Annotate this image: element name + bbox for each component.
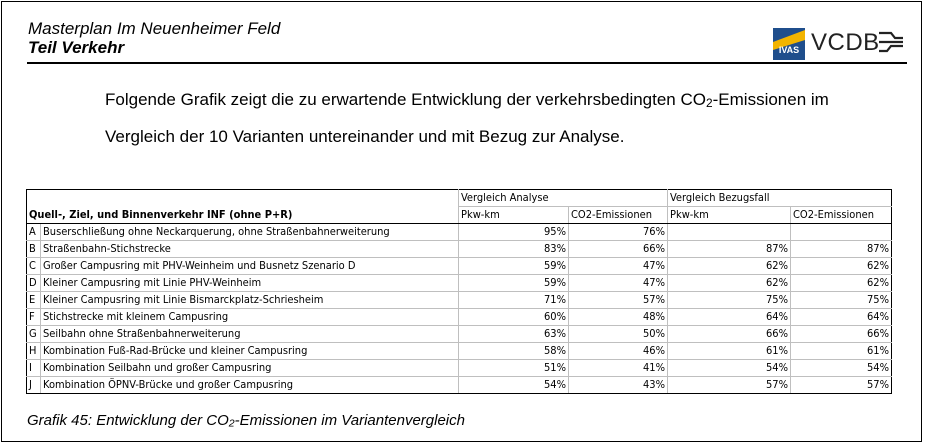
intro-paragraph: Folgende Grafik zeigt die zu erwartende …	[105, 90, 829, 146]
cell-pkw-bezugsfall: 61%	[667, 342, 791, 360]
table-row: G Seilbahn ohne Straßenbahnerweiterung 63%…	[26, 325, 892, 343]
vcdb-symbol-icon	[879, 31, 903, 53]
row-label: Kombination Fuß-Rad-Brücke und kleiner C…	[40, 342, 459, 360]
row-id: A	[26, 223, 41, 241]
cell-co2-bezugsfall: 87%	[790, 240, 892, 258]
cell-pkw-bezugsfall	[667, 223, 791, 241]
cell-co2-analyse: 43%	[568, 376, 668, 394]
col-header-co2-bezugsfall: CO2-Emissionen	[790, 206, 892, 224]
cell-co2-bezugsfall: 61%	[790, 342, 892, 360]
row-id: B	[26, 240, 41, 258]
cell-pkw-analyse: 95%	[458, 223, 569, 241]
row-label: Seilbahn ohne Straßenbahnerweiterung	[40, 325, 459, 343]
co2-comparison-table: Vergleich Analyse Vergleich Bezugsfall Q…	[26, 189, 892, 394]
cell-pkw-analyse: 51%	[458, 359, 569, 377]
row-id: C	[26, 257, 41, 275]
cell-pkw-bezugsfall: 57%	[667, 376, 791, 394]
cell-co2-analyse: 48%	[568, 308, 668, 326]
row-label: Kleiner Campusring mit Linie PHV-Weinhei…	[40, 274, 459, 292]
table-row: J Kombination ÖPNV-Brücke und großer Camp…	[26, 376, 892, 394]
col-header-co2-analyse: CO2-Emissionen	[568, 206, 668, 224]
header-rule	[27, 62, 907, 64]
cell-co2-analyse: 46%	[568, 342, 668, 360]
table-header-row-2: Quell-, Ziel, und Binnenverkehr INF (ohn…	[26, 206, 892, 224]
row-label: Kombination ÖPNV-Brücke und großer Campu…	[40, 376, 459, 394]
cell-co2-analyse: 47%	[568, 257, 668, 275]
row-label: Straßenbahn-Stichstrecke	[40, 240, 459, 258]
table-row: H Kombination Fuß-Rad-Brücke und kleiner …	[26, 342, 892, 360]
cell-co2-analyse: 50%	[568, 325, 668, 343]
row-id: G	[26, 325, 41, 343]
vcdb-logo: IVAS VCDB	[773, 24, 908, 60]
table-row: B Straßenbahn-Stichstrecke 83% 66% 87% 87%	[26, 240, 892, 258]
cell-pkw-analyse: 58%	[458, 342, 569, 360]
cell-co2-bezugsfall: 64%	[790, 308, 892, 326]
cell-co2-analyse: 41%	[568, 359, 668, 377]
table-header-row-1: Vergleich Analyse Vergleich Bezugsfall	[26, 189, 892, 207]
cell-pkw-bezugsfall: 54%	[667, 359, 791, 377]
table-row: I Kombination Seilbahn und großer Campusr…	[26, 359, 892, 377]
table-row: F Stichstrecke mit kleinem Campusring 60% 4…	[26, 308, 892, 326]
row-id: H	[26, 342, 41, 360]
cell-co2-analyse: 66%	[568, 240, 668, 258]
cell-pkw-analyse: 59%	[458, 257, 569, 275]
cell-pkw-bezugsfall: 75%	[667, 291, 791, 309]
cell-pkw-bezugsfall: 62%	[667, 257, 791, 275]
row-id: D	[26, 274, 41, 292]
cell-pkw-analyse: 83%	[458, 240, 569, 258]
cell-co2-bezugsfall	[790, 223, 892, 241]
row-id: I	[26, 359, 41, 377]
vcdb-logo-text: VCDB	[811, 29, 880, 56]
ivas-logo-text: IVAS	[778, 45, 800, 55]
document-subtitle: Teil Verkehr	[28, 38, 125, 57]
table-row: D Kleiner Campusring mit Linie PHV-Weinhe…	[26, 274, 892, 292]
cell-pkw-bezugsfall: 66%	[667, 325, 791, 343]
table-row: E Kleiner Campusring mit Linie Bismarckpl…	[26, 291, 892, 309]
cell-pkw-analyse: 71%	[458, 291, 569, 309]
row-label: Kleiner Campusring mit Linie Bismarckpla…	[40, 291, 459, 309]
row-id: F	[26, 308, 41, 326]
group-header-bezugsfall: Vergleich Bezugsfall	[667, 189, 892, 207]
row-header-label: Quell-, Ziel, und Binnenverkehr INF (ohn…	[26, 206, 459, 224]
document-title: Masterplan Im Neuenheimer Feld	[28, 19, 281, 38]
cell-pkw-bezugsfall: 62%	[667, 274, 791, 292]
cell-co2-analyse: 57%	[568, 291, 668, 309]
row-label: Buserschließung ohne Neckarquerung, ohne…	[40, 223, 459, 241]
cell-pkw-analyse: 60%	[458, 308, 569, 326]
col-header-pkw-analyse: Pkw-km	[458, 206, 569, 224]
cell-co2-bezugsfall: 66%	[790, 325, 892, 343]
cell-co2-analyse: 47%	[568, 274, 668, 292]
cell-co2-analyse: 76%	[568, 223, 668, 241]
row-id: J	[26, 376, 41, 394]
cell-co2-bezugsfall: 75%	[790, 291, 892, 309]
row-label: Kombination Seilbahn und großer Campusri…	[40, 359, 459, 377]
table-row: C Großer Campusring mit PHV-Weinheim und …	[26, 257, 892, 275]
row-label: Stichstrecke mit kleinem Campusring	[40, 308, 459, 326]
group-header-analyse: Vergleich Analyse	[458, 189, 668, 207]
col-header-pkw-bezugsfall: Pkw-km	[667, 206, 791, 224]
row-id: E	[26, 291, 41, 309]
cell-co2-bezugsfall: 62%	[790, 257, 892, 275]
cell-co2-bezugsfall: 62%	[790, 274, 892, 292]
ivas-logo-icon	[773, 28, 805, 60]
cell-pkw-analyse: 59%	[458, 274, 569, 292]
row-label: Großer Campusring mit PHV-Weinheim und B…	[40, 257, 459, 275]
figure-caption: Grafik 45: Entwicklung der CO2-Emissione…	[27, 412, 465, 430]
cell-co2-bezugsfall: 54%	[790, 359, 892, 377]
cell-pkw-bezugsfall: 87%	[667, 240, 791, 258]
table-row: A Buserschließung ohne Neckarquerung, ohn…	[26, 223, 892, 241]
cell-co2-bezugsfall: 57%	[790, 376, 892, 394]
cell-pkw-analyse: 54%	[458, 376, 569, 394]
cell-pkw-analyse: 63%	[458, 325, 569, 343]
cell-pkw-bezugsfall: 64%	[667, 308, 791, 326]
